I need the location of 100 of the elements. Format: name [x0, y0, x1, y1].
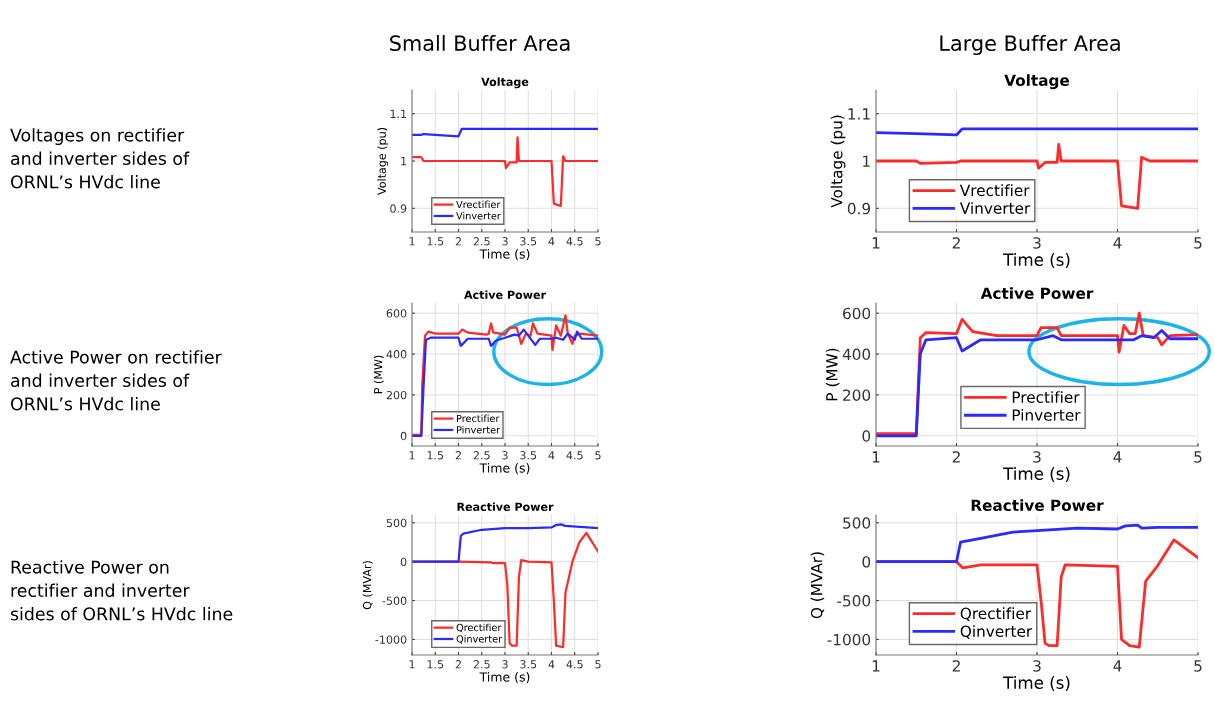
x-tick-label: 2 — [952, 451, 960, 463]
x-tick-label: 2.5 — [473, 660, 490, 669]
y-tick-label: 1.1 — [848, 108, 870, 120]
x-tick-label: 2 — [455, 237, 461, 246]
x-tick-label: 4.5 — [566, 451, 583, 460]
x-tick-label: 4 — [548, 660, 555, 669]
x-tick-label: 4 — [548, 451, 555, 460]
legend-label: Pinverter — [457, 425, 501, 434]
x-tick-label: 2 — [952, 660, 960, 672]
x-tick-label: 1 — [872, 660, 880, 672]
y-tick-label: 500 — [843, 517, 871, 529]
x-axis-title: Time (s) — [479, 672, 530, 684]
x-tick-label: 3 — [1033, 451, 1041, 463]
y-tick-label: 0.9 — [390, 204, 407, 213]
y-tick-label: 600 — [843, 307, 871, 320]
line-series — [876, 523, 1198, 564]
y-tick-label: 1.1 — [390, 109, 407, 118]
y-axis-title: P (MW) — [373, 355, 384, 394]
x-axis-title: Time (s) — [1003, 467, 1070, 482]
x-tick-label: 3 — [502, 237, 508, 246]
text: Voltages on rectifier and inverter sides of ORNL’s HVdc line — [10, 128, 190, 189]
x-tick-label: 2.5 — [473, 451, 490, 460]
legend-label: Vinverter — [959, 202, 1031, 214]
x-tick-label: 3 — [502, 660, 508, 669]
x-tick-label: 1.5 — [427, 660, 444, 669]
x-axis-title: Time (s) — [1003, 676, 1070, 691]
x-tick-label: 5 — [1194, 660, 1202, 672]
x-tick-label: 3 — [502, 451, 508, 460]
y-tick-label: 1 — [863, 155, 870, 167]
y-tick-label: 200 — [386, 390, 407, 400]
x-axis-title: Time (s) — [479, 463, 530, 475]
y-axis-title: Voltage (pu) — [830, 115, 846, 208]
chart-title: Reactive Power — [457, 502, 554, 511]
line-series — [876, 127, 1198, 137]
x-tick-label: 4.5 — [566, 237, 583, 246]
y-tick-label: 200 — [843, 389, 871, 401]
legend-label: Prectifier — [1012, 391, 1080, 403]
y-tick-label: -500 — [837, 595, 871, 607]
text: Large Buffer Area — [940, 34, 1120, 56]
y-tick-label: 400 — [386, 350, 407, 359]
x-tick-label: 1 — [872, 451, 880, 463]
x-tick-label: 1.5 — [427, 237, 444, 246]
legend-label: Vrectifier — [456, 200, 501, 209]
x-tick-label: 5 — [595, 451, 601, 460]
y-axis-title: Voltage (pu) — [377, 127, 389, 195]
y-tick-label: -500 — [382, 596, 407, 605]
x-tick-label: 4 — [1113, 451, 1122, 463]
legend-label: Pinverter — [1012, 408, 1081, 421]
x-tick-label: 1 — [409, 660, 415, 669]
x-tick-label: 1 — [409, 451, 415, 460]
x-tick-label: 5 — [1194, 237, 1202, 249]
chart-title: Voltage — [1004, 74, 1070, 90]
y-axis-title: Q (MVAr) — [810, 552, 825, 619]
x-tick-label: 4 — [1113, 237, 1122, 249]
chart-title: Voltage — [481, 77, 529, 89]
x-tick-label: 2 — [455, 660, 461, 669]
text: Active Power on rectifier and inverter sides of ORNL’s HVdc line — [10, 350, 222, 411]
x-tick-label: 3.5 — [520, 451, 537, 460]
legend-label: Vrectifier — [959, 184, 1030, 197]
y-tick-label: 600 — [386, 309, 407, 318]
y-tick-label: 0.9 — [847, 202, 871, 215]
y-tick-label: -1000 — [827, 633, 871, 646]
y-tick-label: -1000 — [375, 635, 407, 644]
chart-title: Active Power — [464, 290, 546, 299]
x-tick-label: 1.5 — [427, 451, 444, 460]
x-tick-label: 3 — [1033, 660, 1041, 672]
x-tick-label: 2 — [455, 451, 461, 460]
y-tick-label: 0 — [400, 431, 407, 441]
chart-title: Active Power — [980, 287, 1094, 300]
y-axis-title: Q (MVAr) — [362, 561, 373, 610]
y-tick-label: 0 — [862, 430, 871, 442]
x-tick-label: 5 — [595, 660, 601, 669]
line-series — [412, 127, 598, 138]
legend-label: Qrectifier — [456, 623, 502, 633]
text: Small Buffer Area — [390, 34, 570, 52]
x-tick-label: 3 — [1033, 237, 1041, 249]
x-tick-label: 1 — [872, 237, 880, 249]
x-tick-label: 2 — [952, 237, 960, 249]
x-tick-label: 5 — [595, 237, 601, 246]
line-series — [876, 329, 1198, 438]
x-axis-title: Time (s) — [1003, 253, 1070, 268]
x-tick-label: 4 — [548, 237, 555, 246]
text: Reactive Power on rectifier and inverter sides of ORNL’s HVdc line — [10, 560, 233, 621]
x-tick-label: 4 — [1113, 660, 1122, 672]
y-axis-title: P (MW) — [825, 348, 840, 401]
chart-title: Reactive Power — [971, 499, 1104, 512]
x-tick-label: 4.5 — [566, 660, 583, 669]
line-series — [412, 523, 598, 563]
y-tick-label: 400 — [842, 348, 871, 361]
legend-label: Prectifier — [457, 414, 500, 423]
x-tick-label: 2.5 — [473, 237, 490, 246]
legend-label: Qrectifier — [960, 607, 1032, 621]
y-tick-label: 0 — [400, 557, 407, 567]
legend-label: Qinverter — [960, 625, 1033, 639]
line-series — [412, 136, 598, 208]
y-tick-label: 1 — [401, 157, 407, 166]
x-axis-title: Time (s) — [479, 249, 530, 261]
x-tick-label: 3.5 — [520, 660, 537, 669]
x-tick-label: 5 — [1194, 451, 1202, 463]
x-tick-label: 3.5 — [520, 237, 537, 246]
